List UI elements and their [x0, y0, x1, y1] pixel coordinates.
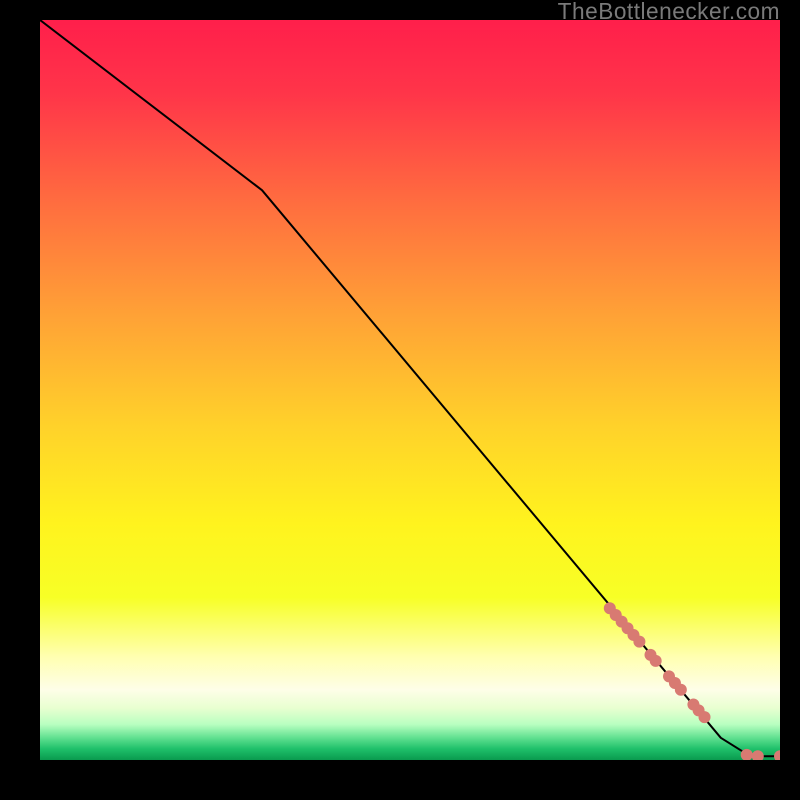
- data-marker: [675, 684, 687, 696]
- data-marker: [633, 636, 645, 648]
- chart-stage: TheBottlenecker.com: [0, 0, 800, 800]
- plot-area: [40, 20, 780, 760]
- watermark-text: TheBottlenecker.com: [558, 0, 780, 25]
- data-marker: [650, 655, 662, 667]
- data-marker: [774, 750, 780, 760]
- chart-overlay: [40, 20, 780, 760]
- data-marker: [752, 750, 764, 760]
- data-marker: [699, 711, 711, 723]
- curve-line: [40, 20, 780, 756]
